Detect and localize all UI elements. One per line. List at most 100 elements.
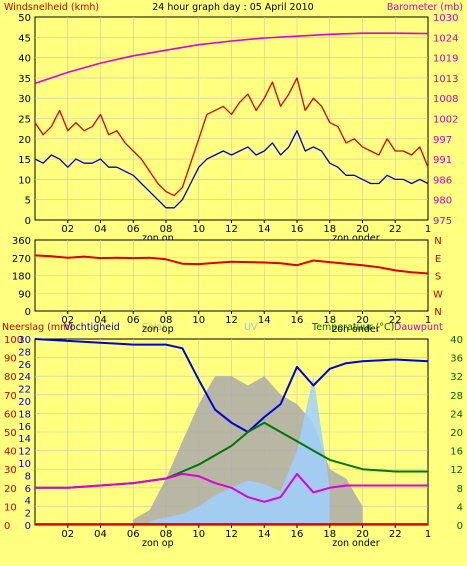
temperature-ytick-label: 28 [450, 391, 463, 402]
humidity-ytick-label: 18 [18, 409, 31, 420]
rain-ytick-label: 30 [4, 465, 17, 476]
compass-label: E [435, 254, 441, 265]
uv-axis-label: UV [244, 322, 258, 333]
climate-panel-sunrise-label: zon op [142, 538, 174, 549]
direction-ytick-label: 270 [12, 254, 31, 265]
wind-axis-label: Windsnelheid (kmh) [4, 2, 99, 13]
temperature-ytick-label: 16 [450, 447, 463, 458]
humidity-ytick-label: 28 [18, 347, 31, 358]
climate-panel-xtick-label: 14 [258, 529, 271, 540]
wind-ytick-label: 50 [18, 13, 31, 24]
climate-panel-xtick-label: 1 [425, 529, 431, 540]
temperature-ytick-label: 24 [450, 409, 463, 420]
climate-panel-xtick-label: 02 [61, 529, 74, 540]
wind-ytick-label: 45 [18, 33, 31, 44]
barometer-ytick-label: 991 [433, 155, 452, 166]
rain-ytick-label: 70 [4, 391, 17, 402]
temperature-ytick-label: 8 [457, 484, 463, 495]
direction-panel-xtick-label: 02 [61, 315, 74, 326]
rain-ytick-label: 40 [4, 447, 17, 458]
compass-label: S [435, 272, 441, 283]
wind-panel-xtick-label: 10 [192, 224, 205, 235]
rain-ytick-label: 90 [4, 354, 17, 365]
direction-panel-xtick-label: 06 [127, 315, 140, 326]
direction-panel-xtick-label: 18 [323, 315, 336, 326]
wind-ytick-label: 40 [18, 54, 31, 65]
temperature-ytick-label: 32 [450, 372, 463, 383]
barometer-axis-label: Barometer (mb) [387, 2, 463, 13]
humidity-ytick-label: 8 [25, 471, 31, 482]
barometer-ytick-label: 1024 [433, 33, 458, 44]
compass-label: N [434, 236, 441, 247]
temperature-ytick-label: 40 [450, 335, 463, 346]
direction-panel-xtick-label: 12 [225, 315, 238, 326]
direction-panel-xtick-label: 16 [291, 315, 304, 326]
climate-panel-xtick-label: 20 [356, 529, 369, 540]
wind-ytick-label: 20 [18, 135, 31, 146]
direction-ytick-label: 180 [12, 272, 31, 283]
rain-ytick-label: 10 [4, 502, 17, 513]
climate-panel-xtick-label: 10 [192, 529, 205, 540]
humidity-ytick-label: 20 [18, 397, 31, 408]
direction-panel-xtick-label: 08 [160, 315, 173, 326]
rain-ytick-label: 0 [4, 521, 10, 532]
temperature-axis-label: Temperatuur (°C) [311, 322, 394, 333]
wind-panel-xtick-label: 22 [389, 224, 402, 235]
humidity-ytick-label: 16 [18, 422, 31, 433]
barometer-ytick-label: 1019 [433, 54, 458, 65]
wind-direction-line [34, 254, 429, 275]
wind-panel-xtick-label: 12 [225, 224, 238, 235]
wind-panel-xtick-label: 18 [323, 224, 336, 235]
climate-panel-xtick-label: 06 [127, 529, 140, 540]
wind-ytick-label: 30 [18, 94, 31, 105]
wind-gust-line [34, 77, 429, 197]
humidity-ytick-label: 6 [25, 484, 31, 495]
temperature-ytick-label: 12 [450, 465, 463, 476]
wind-ytick-label: 5 [25, 196, 31, 207]
wind-ytick-label: 10 [18, 175, 31, 186]
rain-ytick-label: 60 [4, 409, 17, 420]
direction-panel-xtick-label: 04 [94, 315, 107, 326]
humidity-ytick-label: 10 [18, 459, 31, 470]
humidity-ytick-label: 30 [18, 335, 31, 346]
wind-panel-xtick-label: 16 [291, 224, 304, 235]
wind-panel-xtick-label: 06 [127, 224, 140, 235]
direction-panel-sunset-label: zon onder [332, 324, 380, 335]
wind-average-line [34, 130, 429, 209]
rain-axis-label: Neerslag (mm) [2, 322, 73, 333]
barometer-ytick-label: 997 [433, 135, 452, 146]
humidity-ytick-label: 26 [18, 360, 31, 371]
chart-title: 24 hour graph day : 05 April 2010 [152, 2, 313, 13]
climate-panel-xtick-label: 22 [389, 529, 402, 540]
solar-axis-label: Solar [142, 322, 166, 333]
humidity-ytick-label: 22 [18, 385, 31, 396]
humidity-ytick-label: 2 [25, 509, 31, 520]
direction-panel-xtick-label: 14 [258, 315, 271, 326]
humidity-ytick-label: 24 [18, 372, 31, 383]
barometer-ytick-label: 986 [433, 175, 452, 186]
climate-panel-sunset-label: zon onder [332, 538, 380, 549]
wind-panel-sunset-label: zon onder [332, 233, 380, 244]
climate-panel-xtick-label: 18 [323, 529, 336, 540]
wind-panel-xtick-label: 02 [61, 224, 74, 235]
wind-ytick-label: 25 [18, 115, 31, 126]
temperature-ytick-label: 20 [450, 428, 463, 439]
barometer-ytick-label: 980 [433, 196, 452, 207]
uv-area [149, 376, 330, 525]
barometer-ytick-label: 1002 [433, 115, 458, 126]
climate-panel-xtick-label: 08 [160, 529, 173, 540]
humidity-ytick-label: 4 [25, 496, 31, 507]
humidity-ytick-label: 0 [25, 521, 31, 532]
wind-panel-xtick-label: 1 [425, 224, 431, 235]
climate-panel-xtick-label: 12 [225, 529, 238, 540]
wind-panel-sunrise-label: zon op [142, 233, 174, 244]
compass-label: W [433, 289, 443, 300]
wind-panel-xtick-label: 08 [160, 224, 173, 235]
wind-panel-xtick-label: 14 [258, 224, 271, 235]
humidity-ytick-label: 14 [18, 434, 31, 445]
rain-ytick-label: 50 [4, 428, 17, 439]
direction-ytick-label: 90 [18, 289, 31, 300]
direction-panel-xtick-label: 22 [389, 315, 402, 326]
temperature-ytick-label: 4 [457, 502, 463, 513]
